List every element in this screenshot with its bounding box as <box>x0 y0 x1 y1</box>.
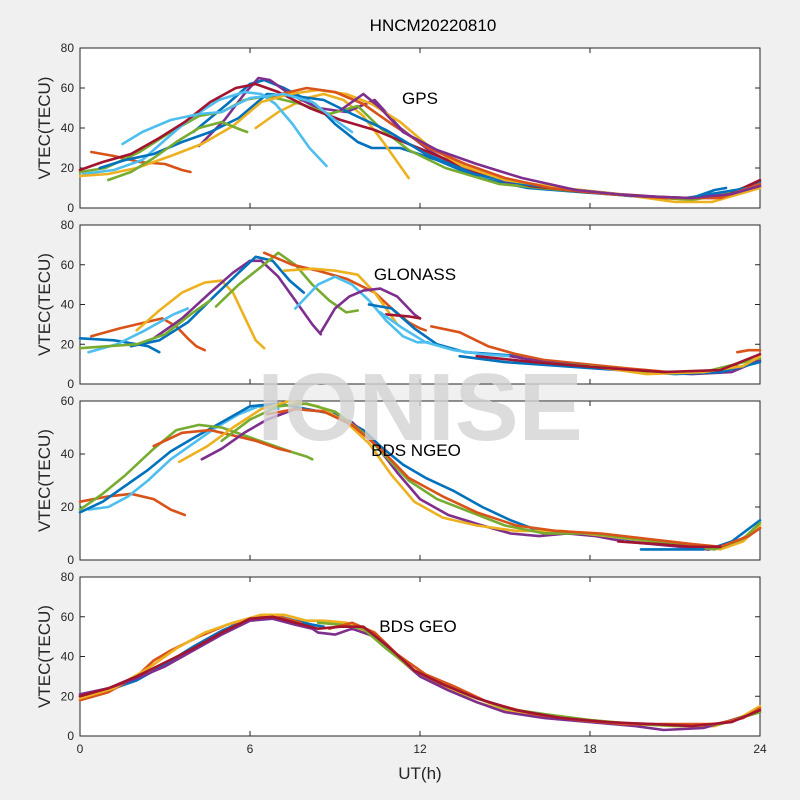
panel-2: 0 20 40 60 VTEC(TECU) BDS NGEO <box>35 394 762 567</box>
y-tick-label: 80 <box>61 218 75 232</box>
series-line <box>735 348 762 354</box>
series-line <box>107 120 249 182</box>
y-axis-label: VTEC(TECU) <box>35 77 54 180</box>
y-tick-label: 40 <box>61 447 75 461</box>
y-axis-label: VTEC(TECU) <box>35 605 54 708</box>
x-axis-label: UT(h) <box>398 764 441 783</box>
series-group <box>78 399 762 551</box>
y-tick-label: 40 <box>61 650 75 664</box>
series-group <box>78 76 762 204</box>
series-line <box>293 275 430 344</box>
series-line <box>78 423 314 511</box>
series-line <box>152 259 323 340</box>
y-axis-label: VTEC(TECU) <box>35 253 54 356</box>
series-line <box>265 407 762 549</box>
plot-area <box>79 224 761 385</box>
series-line <box>339 92 762 200</box>
y-tick-label: 60 <box>61 394 75 408</box>
series-line <box>616 540 722 549</box>
panel-3: 0 20 40 60 80 0 6 12 18 24 VTEC(TECU) UT(h) BDS GEO <box>35 570 767 783</box>
watermark: IONISE <box>257 354 582 461</box>
y-tick-label: 60 <box>61 610 75 624</box>
series-line <box>152 428 292 453</box>
series-line <box>121 92 354 146</box>
series-line <box>319 287 422 334</box>
panel-1: 0 20 40 60 80 VTEC(TECU) GLONASS <box>35 218 762 391</box>
series-line <box>135 279 266 350</box>
series-line <box>378 311 513 358</box>
y-tick-label: 40 <box>61 121 75 135</box>
x-tick-label: 6 <box>247 742 254 756</box>
panel-label: BDS NGEO <box>371 441 461 460</box>
series-line <box>78 492 187 517</box>
plot-area <box>79 47 761 209</box>
x-tick-label: 18 <box>583 742 597 756</box>
series-line <box>90 317 206 352</box>
panel-label: GLONASS <box>374 265 456 284</box>
series-line <box>696 186 728 198</box>
y-tick-label: 20 <box>61 337 75 351</box>
series-line <box>475 352 762 374</box>
series-line <box>78 336 161 354</box>
panel-label: GPS <box>402 89 438 108</box>
series-group <box>78 251 762 376</box>
series-group <box>78 613 762 732</box>
series-line <box>129 255 306 348</box>
y-tick-label: 80 <box>61 570 75 584</box>
x-tick-label: 24 <box>753 742 767 756</box>
panel-label: BDS GEO <box>379 617 456 636</box>
y-tick-label: 20 <box>61 161 75 175</box>
y-tick-label: 20 <box>61 689 75 703</box>
y-tick-label: 60 <box>61 258 75 272</box>
y-tick-label: 20 <box>61 500 75 514</box>
y-tick-label: 0 <box>67 201 74 215</box>
series-line <box>588 354 762 376</box>
y-tick-label: 40 <box>61 298 75 312</box>
plot-area <box>79 576 761 737</box>
series-line <box>87 404 280 511</box>
y-tick-label: 80 <box>61 41 75 55</box>
y-tick-label: 60 <box>61 81 75 95</box>
x-tick-label: 0 <box>77 742 84 756</box>
y-tick-label: 0 <box>67 729 74 743</box>
series-line <box>78 615 762 728</box>
series-line <box>254 92 411 180</box>
x-tick-label: 12 <box>413 742 427 756</box>
figure-title: HNCM20220810 <box>370 16 497 35</box>
y-tick-label: 0 <box>67 377 74 391</box>
y-axis-label: VTEC(TECU) <box>35 429 54 532</box>
series-line <box>78 617 762 732</box>
y-tick-label: 0 <box>67 553 74 567</box>
series-line <box>78 299 212 350</box>
series-line <box>384 313 422 320</box>
series-line <box>81 90 328 176</box>
panel-0: 0 20 40 60 80 VTEC(TECU) GPS <box>35 41 762 215</box>
